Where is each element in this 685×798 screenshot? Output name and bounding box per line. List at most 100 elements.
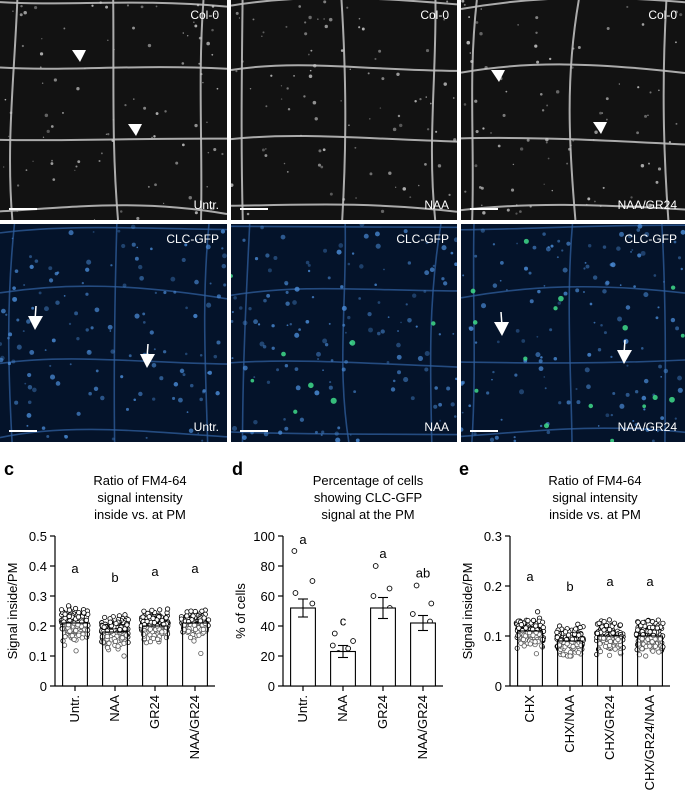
data-point — [409, 611, 416, 617]
data-point — [66, 613, 72, 619]
bar — [62, 622, 88, 687]
data-point — [640, 619, 646, 626]
data-point — [79, 635, 85, 641]
bar — [637, 635, 663, 687]
data-point — [198, 650, 204, 657]
y-tick-label: 0.1 — [29, 649, 47, 664]
data-point — [185, 628, 192, 634]
data-point — [192, 626, 199, 632]
scale-bar — [240, 430, 268, 432]
x-tick-label: CHX — [522, 695, 537, 723]
data-point — [576, 632, 582, 638]
data-point — [540, 624, 546, 631]
data-point — [573, 626, 579, 632]
chart-title: Ratio of FM4-64 signal intensity inside … — [93, 473, 187, 522]
panel-label-c: c — [4, 459, 15, 479]
data-point — [115, 643, 121, 649]
micrograph-a-untreated: Col-0 Untr. — [0, 0, 227, 220]
data-point — [386, 585, 393, 592]
y-tick-label: 0.4 — [29, 559, 47, 574]
y-tick-label: 0 — [495, 679, 502, 694]
x-tick-label: NAA — [107, 695, 122, 722]
data-point — [610, 630, 616, 636]
data-points — [554, 621, 586, 659]
data-point — [71, 636, 77, 642]
significance-letter: a — [191, 561, 199, 576]
data-point — [200, 626, 206, 633]
bar — [557, 640, 583, 687]
data-point — [518, 640, 524, 646]
arrows — [28, 305, 155, 368]
data-point — [151, 620, 158, 626]
bar — [370, 607, 396, 687]
data-point — [370, 593, 377, 599]
data-point — [603, 622, 610, 629]
data-point — [617, 622, 623, 628]
arrows — [494, 311, 632, 364]
y-tick-label: 0.5 — [29, 529, 47, 544]
chart-e-plot: 0 0.1 0.2 0.3 Signal inside/PM a CHX b CHX/NAA a C… — [460, 529, 670, 790]
data-point — [611, 620, 618, 626]
data-point — [532, 639, 538, 645]
y-tick-label: 0.3 — [484, 529, 502, 544]
panel-label-d: d — [232, 459, 243, 479]
data-point — [606, 652, 613, 658]
data-point — [523, 625, 529, 631]
scale-bar — [470, 430, 498, 432]
chart-e: Ratio of FM4-64 signal intensity inside … — [455, 460, 685, 798]
x-tick-label: GR24 — [375, 695, 390, 729]
data-point — [596, 620, 602, 626]
data-point — [144, 618, 150, 625]
micrograph-b-naa: CLC-GFP NAA — [231, 224, 457, 442]
data-point — [192, 608, 198, 615]
micrograph-b-naa-gr24: CLC-GFP NAA/GR24 — [461, 224, 685, 442]
data-point — [196, 632, 202, 638]
data-point — [575, 649, 582, 656]
data-point — [533, 651, 539, 657]
x-tick-label: CHX/GR24 — [602, 695, 617, 760]
data-point — [650, 648, 656, 654]
data-point — [67, 628, 73, 634]
data-point — [656, 649, 662, 655]
vesicle-dots — [3, 1, 224, 220]
significance-letter: a — [526, 569, 534, 584]
data-point — [639, 646, 645, 652]
significance-letter: a — [379, 546, 387, 561]
data-points — [138, 606, 171, 646]
data-point — [534, 609, 541, 615]
data-point — [141, 608, 147, 614]
y-axis-label: Signal inside/PM — [5, 563, 20, 660]
data-point — [73, 648, 79, 654]
data-point — [612, 646, 618, 652]
cell-walls — [0, 224, 227, 442]
data-point — [643, 653, 649, 659]
data-point — [157, 607, 163, 613]
data-point — [122, 612, 128, 618]
vesicle-dots — [231, 224, 457, 442]
y-tick-label: 40 — [261, 619, 275, 634]
data-point — [607, 626, 613, 633]
data-point — [72, 605, 79, 612]
bar — [290, 607, 316, 687]
data-point — [601, 618, 607, 625]
data-point — [140, 614, 146, 620]
data-point — [122, 626, 128, 632]
vesicle-dots — [461, 224, 685, 442]
data-point — [113, 620, 119, 627]
data-point — [615, 636, 621, 643]
data-point — [530, 617, 537, 623]
data-point — [107, 619, 113, 625]
y-tick-label: 80 — [261, 559, 275, 574]
chart-c-plot: 0 0.1 0.2 0.3 0.4 0.5 Signal inside/PM a Untr. b N… — [5, 529, 215, 759]
chart-title: Percentage of cells showing CLC-GFP sign… — [312, 473, 424, 522]
arrowheads — [491, 70, 607, 134]
data-point — [81, 610, 87, 616]
data-point — [577, 624, 583, 631]
data-point — [530, 632, 536, 638]
x-tick-label: NAA/GR24 — [415, 695, 430, 759]
cell-walls — [231, 0, 457, 220]
marker-label: CLC-GFP — [166, 232, 219, 246]
data-point — [562, 629, 569, 635]
x-tick-label: CHX/NAA — [562, 695, 577, 753]
treatment-label: Untr. — [193, 420, 219, 434]
